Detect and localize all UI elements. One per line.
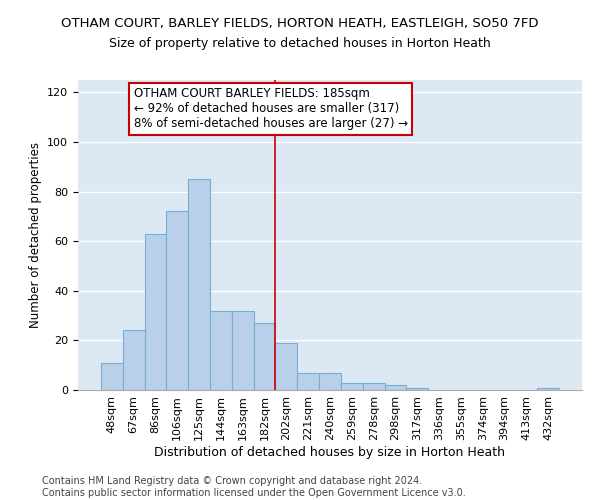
Bar	[406, 388, 428, 390]
Bar	[145, 234, 166, 390]
Text: OTHAM COURT BARLEY FIELDS: 185sqm
← 92% of detached houses are smaller (317)
8% : OTHAM COURT BARLEY FIELDS: 185sqm ← 92% …	[134, 88, 408, 130]
Bar	[232, 310, 254, 390]
Bar	[537, 388, 559, 390]
Y-axis label: Number of detached properties: Number of detached properties	[29, 142, 41, 328]
X-axis label: Distribution of detached houses by size in Horton Heath: Distribution of detached houses by size …	[155, 446, 505, 458]
Bar	[254, 323, 275, 390]
Bar	[166, 212, 188, 390]
Bar	[297, 372, 319, 390]
Bar	[123, 330, 145, 390]
Bar	[210, 310, 232, 390]
Bar	[363, 382, 385, 390]
Bar	[188, 179, 210, 390]
Bar	[319, 372, 341, 390]
Bar	[341, 382, 363, 390]
Text: OTHAM COURT, BARLEY FIELDS, HORTON HEATH, EASTLEIGH, SO50 7FD: OTHAM COURT, BARLEY FIELDS, HORTON HEATH…	[61, 18, 539, 30]
Text: Contains HM Land Registry data © Crown copyright and database right 2024.
Contai: Contains HM Land Registry data © Crown c…	[42, 476, 466, 498]
Text: Size of property relative to detached houses in Horton Heath: Size of property relative to detached ho…	[109, 38, 491, 51]
Bar	[275, 343, 297, 390]
Bar	[101, 362, 123, 390]
Bar	[385, 385, 406, 390]
